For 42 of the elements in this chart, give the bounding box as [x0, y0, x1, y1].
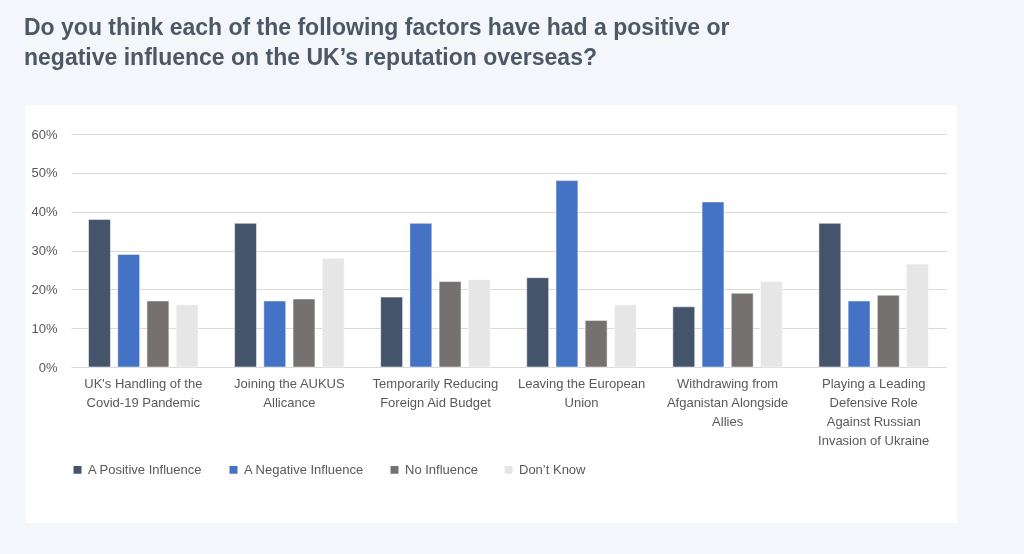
x-tick-label: Joining the AUKUS Allicance: [234, 375, 345, 410]
y-tick-label: 10%: [31, 320, 58, 336]
y-tick-label: 0%: [38, 359, 58, 375]
bar: [409, 223, 433, 368]
x-tick-label: Playing a Leading Defensive Role Against Russian Invasion of Ukraine: [818, 375, 930, 448]
bar: [877, 294, 900, 368]
bar: [672, 306, 695, 368]
bar: [263, 300, 286, 368]
bar: [526, 277, 549, 368]
bar: [818, 223, 842, 368]
x-tick-label: Leaving the European Union: [517, 375, 646, 410]
legend-label: A Positive Influence: [88, 461, 202, 477]
bar: [438, 281, 462, 368]
bar: [731, 292, 754, 368]
y-tick-label: 40%: [31, 204, 58, 220]
bar: [88, 219, 111, 368]
legend-label: No Influence: [405, 461, 478, 477]
bar: [760, 281, 783, 368]
bar: [292, 298, 316, 368]
x-tick-label: Withdrawing from Afganistan Alongside Allies: [666, 375, 789, 429]
y-tick-label: 20%: [31, 281, 58, 297]
bar: [468, 279, 491, 368]
bar: [847, 300, 871, 368]
y-tick-label: 30%: [31, 243, 58, 258]
x-tick-label: Temporarily Reducing Foreign Aid Budget: [372, 375, 499, 410]
chart-title: Do you think each of the following factors have had a positive or negative influence on the UK’s reputation overseas?: [24, 13, 731, 72]
bar: [584, 320, 608, 368]
bar: [146, 300, 170, 368]
x-tick-label: UK's Handling of the Covid-19 Pandemic: [84, 375, 203, 410]
bar: [555, 180, 579, 368]
y-tick-label: 50%: [31, 165, 58, 181]
bar: [117, 254, 140, 368]
bar: [175, 304, 199, 368]
bar: [906, 263, 929, 368]
y-tick-label: 60%: [31, 126, 58, 142]
bar: [322, 258, 345, 368]
bar: [380, 296, 403, 368]
bar: [614, 304, 637, 368]
bar: [234, 223, 257, 368]
bar: [701, 201, 725, 368]
legend-label: Don’t Know: [519, 461, 587, 477]
legend-label: A Negative Influence: [244, 461, 364, 477]
